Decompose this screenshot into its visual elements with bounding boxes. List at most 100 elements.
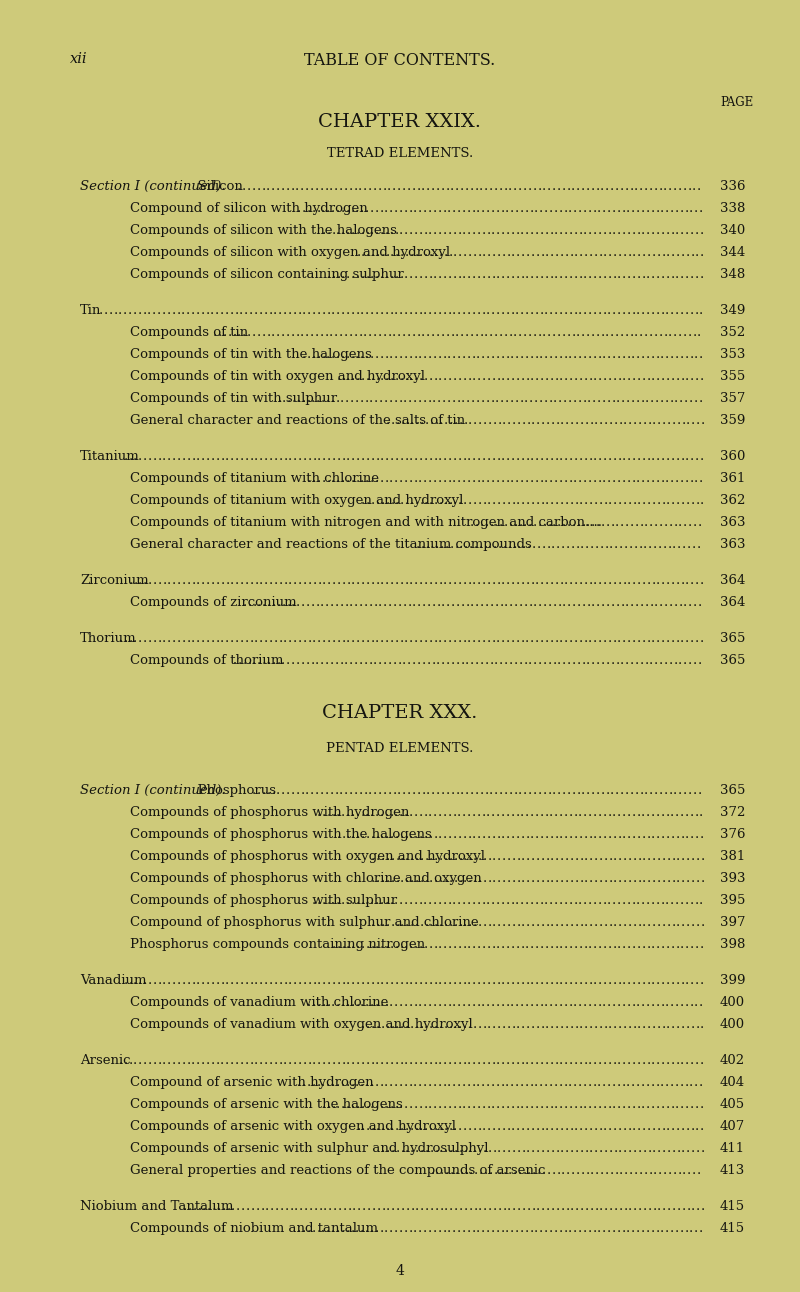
- Text: .: .: [481, 391, 485, 404]
- Text: .: .: [615, 516, 619, 528]
- Text: 364: 364: [720, 596, 746, 609]
- Text: .: .: [534, 1076, 538, 1089]
- Text: .: .: [682, 537, 686, 550]
- Text: 344: 344: [720, 245, 746, 258]
- Text: .: .: [603, 1120, 607, 1133]
- Text: .: .: [349, 784, 353, 797]
- Text: .: .: [463, 245, 467, 258]
- Text: .: .: [571, 326, 575, 339]
- Text: .: .: [523, 596, 528, 609]
- Text: .: .: [235, 974, 239, 987]
- Text: .: .: [608, 828, 612, 841]
- Text: .: .: [681, 916, 686, 929]
- Text: .: .: [473, 245, 477, 258]
- Text: .: .: [658, 326, 662, 339]
- Text: .: .: [496, 224, 500, 236]
- Text: .: .: [636, 806, 641, 819]
- Text: .: .: [201, 1054, 205, 1067]
- Text: .: .: [450, 537, 454, 550]
- Text: .: .: [523, 516, 527, 528]
- Text: .: .: [177, 632, 181, 645]
- Text: .: .: [370, 806, 374, 819]
- Text: .: .: [462, 224, 466, 236]
- Text: .: .: [458, 1018, 462, 1031]
- Text: .: .: [451, 596, 455, 609]
- Text: .: .: [700, 828, 704, 841]
- Text: .: .: [629, 537, 633, 550]
- Text: .: .: [399, 574, 404, 587]
- Text: .: .: [528, 596, 533, 609]
- Text: .: .: [448, 267, 452, 280]
- Text: .: .: [542, 326, 546, 339]
- Text: .: .: [610, 596, 615, 609]
- Text: 381: 381: [720, 850, 746, 863]
- Text: .: .: [580, 1200, 584, 1213]
- Text: .: .: [134, 974, 138, 987]
- Text: .: .: [434, 850, 438, 863]
- Text: .: .: [368, 180, 372, 193]
- Text: .: .: [634, 537, 638, 550]
- Text: .: .: [546, 494, 550, 506]
- Text: .: .: [535, 1054, 539, 1067]
- Text: .: .: [520, 202, 524, 214]
- Text: .: .: [676, 872, 680, 885]
- Text: xii: xii: [70, 52, 87, 66]
- Text: .: .: [554, 806, 558, 819]
- Text: 365: 365: [720, 784, 746, 797]
- Text: .: .: [490, 348, 495, 360]
- Text: .: .: [528, 784, 532, 797]
- Text: .: .: [626, 472, 630, 484]
- Text: .: .: [550, 245, 554, 258]
- Text: .: .: [637, 267, 641, 280]
- Text: .: .: [583, 828, 588, 841]
- Text: 361: 361: [720, 472, 746, 484]
- Text: .: .: [317, 806, 321, 819]
- Text: .: .: [317, 304, 321, 317]
- Text: .: .: [632, 370, 636, 382]
- Text: .: .: [610, 326, 614, 339]
- Text: .: .: [443, 1054, 447, 1067]
- Text: .: .: [530, 348, 534, 360]
- Text: .: .: [501, 267, 505, 280]
- Text: .: .: [404, 806, 408, 819]
- Text: .: .: [481, 472, 486, 484]
- Text: .: .: [302, 1054, 306, 1067]
- Text: .: .: [656, 828, 660, 841]
- Text: .: .: [339, 784, 343, 797]
- Text: .: .: [394, 304, 398, 317]
- Text: .: .: [419, 494, 423, 506]
- Text: .: .: [506, 224, 510, 236]
- Text: .: .: [426, 537, 430, 550]
- Text: .: .: [429, 494, 434, 506]
- Text: .: .: [409, 370, 414, 382]
- Text: .: .: [562, 596, 566, 609]
- Text: .: .: [646, 938, 650, 951]
- Text: .: .: [550, 450, 554, 463]
- Text: .: .: [262, 180, 266, 193]
- Text: .: .: [226, 574, 230, 587]
- Text: .: .: [545, 632, 549, 645]
- Text: .: .: [331, 348, 335, 360]
- Text: .: .: [603, 245, 607, 258]
- Text: .: .: [506, 938, 510, 951]
- Text: .: .: [487, 245, 491, 258]
- Text: .: .: [449, 916, 453, 929]
- Text: .: .: [336, 267, 341, 280]
- Text: .: .: [583, 632, 587, 645]
- Text: .: .: [677, 413, 681, 426]
- Text: .: .: [337, 450, 341, 463]
- Text: .: .: [662, 1120, 666, 1133]
- Text: .: .: [548, 391, 553, 404]
- Text: .: .: [681, 494, 685, 506]
- Text: .: .: [667, 537, 671, 550]
- Text: .: .: [350, 348, 354, 360]
- Text: .: .: [546, 1018, 550, 1031]
- Text: .: .: [690, 348, 694, 360]
- Text: .: .: [359, 596, 363, 609]
- Text: .: .: [578, 224, 582, 236]
- Text: .: .: [423, 996, 427, 1009]
- Text: .: .: [555, 1018, 559, 1031]
- Text: .: .: [656, 632, 660, 645]
- Text: .: .: [418, 1076, 422, 1089]
- Text: .: .: [357, 1200, 362, 1213]
